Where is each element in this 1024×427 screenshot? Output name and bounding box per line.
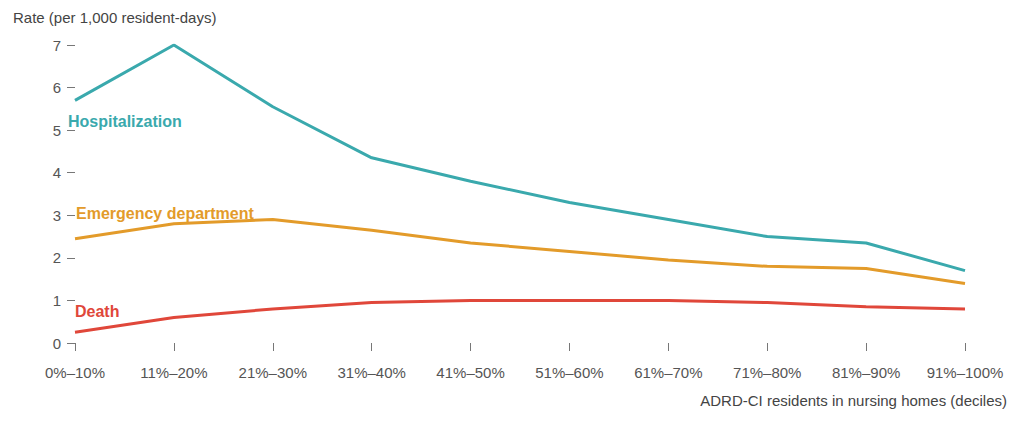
svg-text:41%–50%: 41%–50% — [436, 364, 504, 381]
svg-text:4: 4 — [53, 164, 61, 181]
svg-text:1: 1 — [53, 292, 61, 309]
svg-text:61%–70%: 61%–70% — [634, 364, 702, 381]
svg-text:3: 3 — [53, 207, 61, 224]
svg-text:2: 2 — [53, 249, 61, 266]
svg-text:Rate (per 1,000 resident-days): Rate (per 1,000 resident-days) — [13, 9, 216, 26]
svg-text:Death: Death — [75, 303, 119, 320]
svg-text:7: 7 — [53, 37, 61, 54]
svg-text:0%–10%: 0%–10% — [45, 364, 105, 381]
svg-text:21%–30%: 21%–30% — [239, 364, 307, 381]
svg-text:6: 6 — [53, 79, 61, 96]
svg-text:31%–40%: 31%–40% — [337, 364, 405, 381]
svg-text:91%–100%: 91%–100% — [927, 364, 1004, 381]
svg-text:51%–60%: 51%–60% — [535, 364, 603, 381]
svg-text:Emergency department: Emergency department — [76, 205, 255, 222]
svg-text:ADRD-CI residents in nursing h: ADRD-CI residents in nursing homes (deci… — [700, 392, 1007, 409]
svg-text:71%–80%: 71%–80% — [733, 364, 801, 381]
svg-text:11%–20%: 11%–20% — [140, 364, 207, 381]
svg-text:Hospitalization: Hospitalization — [68, 113, 182, 130]
svg-text:5: 5 — [53, 122, 61, 139]
svg-text:81%–90%: 81%–90% — [832, 364, 900, 381]
svg-text:0: 0 — [53, 335, 61, 352]
